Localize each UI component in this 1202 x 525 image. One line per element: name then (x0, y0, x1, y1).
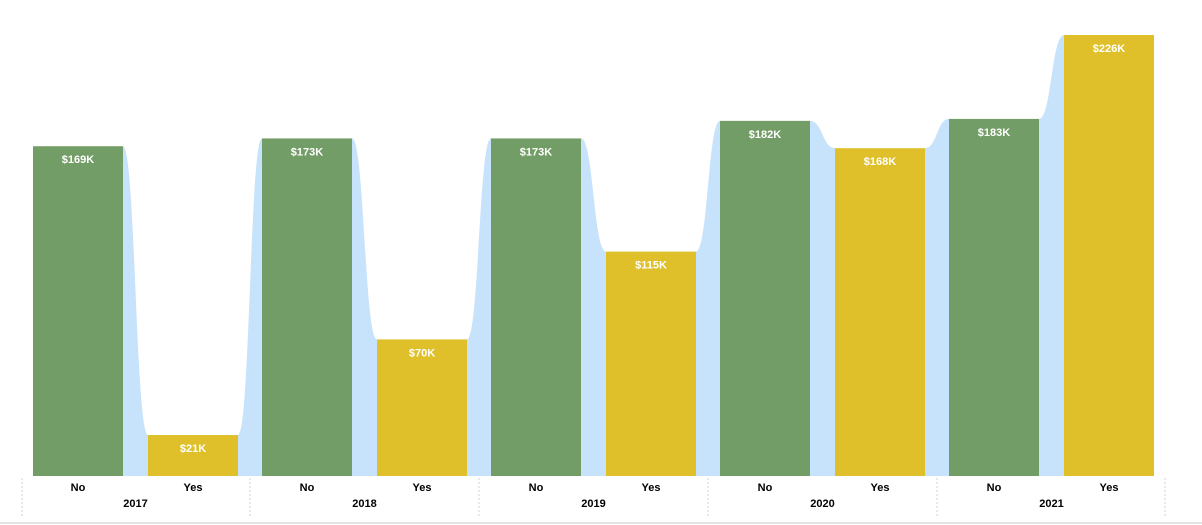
ribbon (238, 138, 262, 476)
x-tick-label: Yes (871, 482, 890, 494)
x-tick-label: No (758, 482, 773, 494)
data-label: $70K (409, 347, 435, 359)
ribbon (581, 138, 606, 476)
ribbon (925, 118, 949, 477)
data-label: $169K (62, 154, 94, 166)
bar-layer: $169K $21K $173K $70K $173K $115K $182K $168K $1… (33, 35, 1154, 477)
bar-2021-no (949, 118, 1039, 477)
data-label: $115K (635, 260, 667, 272)
x-tick-label: Yes (184, 482, 203, 494)
ribbon-layer (123, 35, 1064, 477)
bar-2018-yes (377, 339, 467, 476)
x-group-label: 2017 (123, 498, 147, 510)
data-label: $173K (291, 146, 323, 158)
ribbon (123, 146, 148, 477)
bar-2019-yes (606, 251, 696, 476)
ribbon (696, 120, 720, 477)
data-label: $182K (749, 129, 781, 141)
ribbon (467, 138, 491, 476)
bar-2020-yes (835, 148, 925, 476)
x-axis: No Yes 2017 No Yes 2018 No Yes 2019 No Yes 2020 No Ye… (0, 478, 1202, 524)
ribbon (352, 138, 377, 476)
bar-2020-no (720, 120, 810, 477)
x-group-label: 2020 (810, 498, 834, 510)
bar-2019-no (491, 138, 581, 476)
bar-2018-no (262, 138, 352, 476)
x-group-label: 2019 (581, 498, 605, 510)
bar-2021-yes (1064, 35, 1154, 476)
data-label: $226K (1093, 43, 1125, 55)
x-tick-label: No (300, 482, 315, 494)
x-tick-label: No (987, 482, 1002, 494)
data-label: $21K (180, 443, 206, 455)
data-label: $183K (978, 127, 1010, 139)
x-tick-label: No (71, 482, 86, 494)
data-label: $168K (864, 156, 896, 168)
bar-2017-no (33, 146, 123, 477)
data-label: $173K (520, 146, 552, 158)
x-tick-label: Yes (413, 482, 432, 494)
ribbon (1039, 35, 1064, 476)
bar-2017-yes (148, 435, 238, 476)
x-tick-label: Yes (642, 482, 661, 494)
x-tick-label: No (529, 482, 544, 494)
x-group-label: 2018 (352, 498, 376, 510)
x-tick-label: Yes (1100, 482, 1119, 494)
ribbon (810, 120, 835, 477)
x-group-label: 2021 (1039, 498, 1063, 510)
